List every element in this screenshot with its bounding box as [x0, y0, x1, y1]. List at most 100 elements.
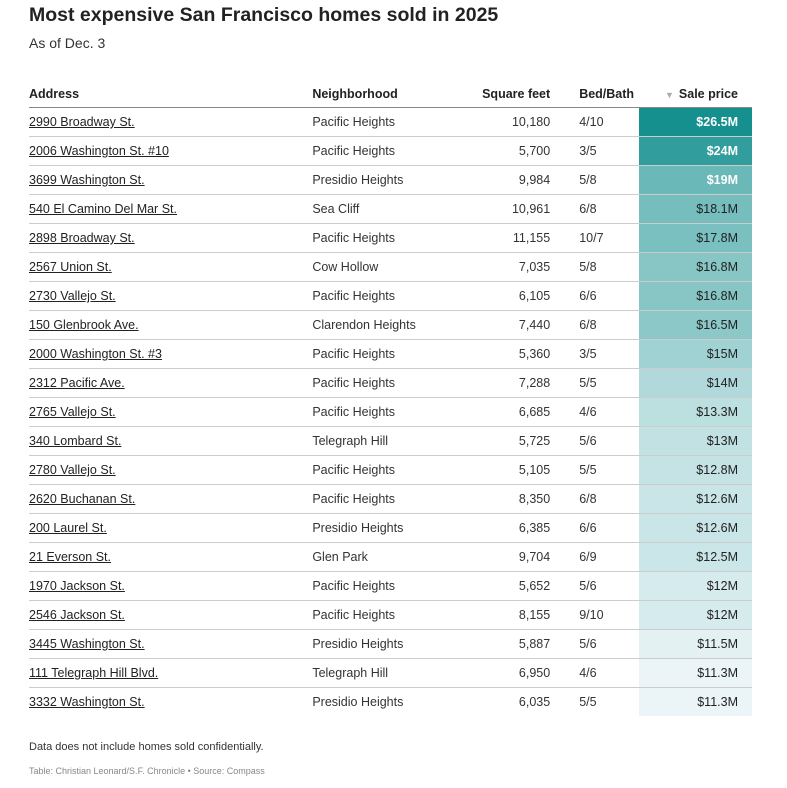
- cell-bed-bath: 6/6: [550, 513, 639, 543]
- cell-bed-bath: 5/5: [579, 695, 597, 709]
- cell-sale-price: $12.8M: [638, 455, 752, 485]
- cell-neighborhood: Glen Park: [312, 542, 461, 572]
- address-link[interactable]: 21 Everson St.: [29, 550, 111, 564]
- cell-sale-price: $13M: [638, 426, 752, 456]
- cell-address[interactable]: 3699 Washington St.: [29, 165, 313, 195]
- cell-square-feet: 5,725: [460, 426, 551, 456]
- cell-address[interactable]: 2898 Broadway St.: [29, 223, 313, 253]
- cell-square-feet: 10,961: [460, 194, 551, 224]
- cell-address[interactable]: 2546 Jackson St.: [29, 600, 313, 630]
- cell-address[interactable]: 2780 Vallejo St.: [29, 455, 313, 485]
- cell-neighborhood: Telegraph Hill: [312, 658, 461, 688]
- header-row: Address Neighborhood Square feet Bed/Bat…: [29, 80, 752, 108]
- table-row: 340 Lombard St. Telegraph Hill 5,725 5/6 $13…: [29, 426, 752, 456]
- cell-neighborhood: Pacific Heights: [312, 397, 461, 427]
- cell-address[interactable]: 150 Glenbrook Ave.: [29, 310, 313, 340]
- address-link[interactable]: 2312 Pacific Ave.: [29, 376, 125, 390]
- cell-address[interactable]: 2990 Broadway St.: [29, 107, 313, 137]
- cell-square-feet: 7,440: [460, 310, 551, 340]
- cell-square-feet: 8,155: [460, 600, 551, 630]
- table-row: 150 Glenbrook Ave. Clarendon Heights 7,440…: [29, 310, 752, 340]
- cell-address[interactable]: 2730 Vallejo St.: [29, 281, 313, 311]
- cell-address[interactable]: 3332 Washington St.: [29, 688, 312, 717]
- address-link[interactable]: 2546 Jackson St.: [29, 608, 125, 622]
- address-link[interactable]: 2730 Vallejo St.: [29, 289, 116, 303]
- cell-neighborhood: Clarendon Heights: [312, 310, 461, 340]
- cell-sale-price: $11.3M: [638, 658, 752, 688]
- address-link[interactable]: 2006 Washington St. #10: [29, 144, 169, 158]
- cell-address[interactable]: 200 Laurel St.: [29, 513, 313, 543]
- cell-address[interactable]: 2567 Union St.: [29, 252, 313, 282]
- cell-sale-price: $11.3M: [638, 687, 752, 716]
- column-header-address[interactable]: Address: [29, 80, 313, 108]
- cell-sale-price: $12M: [638, 571, 752, 601]
- cell-square-feet: 7,288: [460, 368, 551, 398]
- address-link[interactable]: 2000 Washington St. #3: [29, 347, 162, 361]
- cell-bed-bath: 5/5: [550, 455, 639, 485]
- cell-neighborhood: Pacific Heights: [312, 571, 461, 601]
- sale-price-label: Sale price: [678, 86, 738, 101]
- cell-square-feet: 5,360: [460, 339, 551, 369]
- cell-address[interactable]: 2006 Washington St. #10: [29, 136, 313, 166]
- cell-bed-bath: 6/8: [550, 484, 639, 514]
- cell-square-feet: 5,105: [460, 455, 551, 485]
- address-link[interactable]: 2567 Union St.: [29, 260, 112, 274]
- cell-neighborhood: Presidio Heights: [312, 165, 461, 195]
- table-row: 2730 Vallejo St. Pacific Heights 6,105 6/6 $…: [29, 281, 752, 311]
- cell-address[interactable]: 2620 Buchanan St.: [29, 484, 313, 514]
- address-link[interactable]: 3445 Washington St.: [29, 637, 145, 651]
- cell-neighborhood: Pacific Heights: [312, 223, 461, 253]
- table-row: 2546 Jackson St. Pacific Heights 8,155 9/10…: [29, 600, 752, 630]
- address-link[interactable]: 150 Glenbrook Ave.: [29, 318, 139, 332]
- cell-bed-bath: 5/5: [550, 368, 639, 398]
- address-link[interactable]: 3332 Washington St.: [29, 695, 145, 709]
- address-link[interactable]: 111 Telegraph Hill Blvd.: [29, 666, 159, 680]
- address-link[interactable]: 2990 Broadway St.: [29, 115, 135, 129]
- column-header-sale-price[interactable]: ▼ Sale price: [638, 80, 752, 108]
- cell-sale-price: $26.5M: [638, 107, 752, 137]
- homes-table: Address Neighborhood Square feet Bed/Bat…: [29, 80, 752, 716]
- cell-address[interactable]: 340 Lombard St.: [29, 426, 313, 456]
- cell-bed-bath: 6/8: [550, 310, 639, 340]
- address-link[interactable]: 2898 Broadway St.: [29, 231, 135, 245]
- address-link[interactable]: 2780 Vallejo St.: [29, 463, 116, 477]
- cell-square-feet: 9,984: [460, 165, 551, 195]
- address-link[interactable]: 2765 Vallejo St.: [29, 405, 116, 419]
- cell-address[interactable]: 111 Telegraph Hill Blvd.: [29, 658, 313, 688]
- cell-address[interactable]: 2312 Pacific Ave.: [29, 368, 313, 398]
- cell-address[interactable]: 3445 Washington St.: [29, 629, 313, 659]
- column-header-square-feet[interactable]: Square feet: [460, 80, 551, 108]
- cell-bed-bath: 3/5: [550, 339, 639, 369]
- cell-bed-bath: 10/7: [550, 223, 639, 253]
- cell-address[interactable]: 1970 Jackson St.: [29, 571, 313, 601]
- column-header-bed-bath[interactable]: Bed/Bath: [550, 80, 639, 108]
- cell-square-feet: 6,105: [460, 281, 551, 311]
- cell-sale-price: $13.3M: [638, 397, 752, 427]
- cell-square-feet: 6,685: [460, 397, 551, 427]
- table-row: 2765 Vallejo St. Pacific Heights 6,685 4/6 $…: [29, 397, 752, 427]
- address-link[interactable]: 200 Laurel St.: [29, 521, 107, 535]
- address-link[interactable]: 340 Lombard St.: [29, 434, 122, 448]
- cell-square-feet: 7,035: [460, 252, 551, 282]
- table-row: 2567 Union St. Cow Hollow 7,035 5/8 $16.8M: [29, 252, 752, 282]
- table-row: 21 Everson St. Glen Park 9,704 6/9 $12.5M: [29, 542, 752, 572]
- table-row: 2312 Pacific Ave. Pacific Heights 7,288 5/5…: [29, 368, 752, 398]
- cell-neighborhood: Telegraph Hill: [312, 426, 461, 456]
- cell-neighborhood: Pacific Heights: [312, 339, 461, 369]
- cell-address[interactable]: 2000 Washington St. #3: [29, 339, 313, 369]
- address-link[interactable]: 540 El Camino Del Mar St.: [29, 202, 177, 216]
- cell-address[interactable]: 21 Everson St.: [29, 542, 313, 572]
- cell-bed-bath: 5/8: [550, 252, 639, 282]
- cell-address[interactable]: 540 El Camino Del Mar St.: [29, 194, 313, 224]
- address-link[interactable]: 3699 Washington St.: [29, 173, 145, 187]
- address-link[interactable]: 2620 Buchanan St.: [29, 492, 136, 506]
- table-row: 3699 Washington St. Presidio Heights 9,984…: [29, 165, 752, 195]
- cell-address[interactable]: 2765 Vallejo St.: [29, 397, 313, 427]
- column-header-neighborhood[interactable]: Neighborhood: [312, 80, 461, 108]
- address-link[interactable]: 1970 Jackson St.: [29, 579, 125, 593]
- sort-down-triangle-icon: ▼: [665, 89, 674, 100]
- table-row: 2780 Vallejo St. Pacific Heights 5,105 5/5 $…: [29, 455, 752, 485]
- table-row: 2620 Buchanan St. Pacific Heights 8,350 6/8…: [29, 484, 752, 514]
- cell-neighborhood: Pacific Heights: [312, 600, 461, 630]
- table-row: 3332 Washington St. Presidio Heights 6,035…: [29, 687, 752, 717]
